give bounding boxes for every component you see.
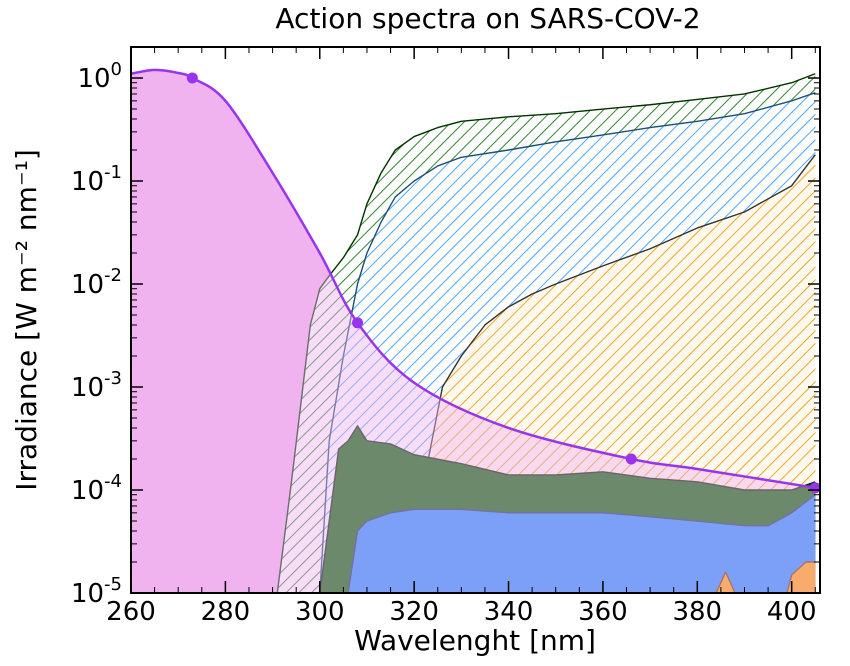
data-point-marker: [352, 317, 364, 329]
y-tick-label: 100: [77, 59, 122, 94]
y-axis-title: Irradiance [W m⁻² nm⁻¹]: [10, 149, 43, 491]
x-tick-label: 360: [578, 597, 628, 627]
y-tick-label: 10-3: [71, 368, 122, 403]
y-tick-label: 10-4: [71, 471, 122, 506]
x-tick-label: 300: [295, 597, 345, 627]
x-tick-label: 320: [389, 597, 439, 627]
series-edge-green-solid: [319, 425, 816, 593]
series-edge-orange-hatched: [418, 154, 816, 593]
series-area-blue-solid: [348, 494, 816, 593]
x-tick-label: 380: [672, 597, 722, 627]
plot-frame: [130, 46, 821, 594]
x-axis-title: Wavelenght [nm]: [354, 624, 596, 657]
data-point-marker: [625, 453, 637, 465]
chart-title: Action spectra on SARS-COV-2: [275, 2, 700, 35]
series-edge-orange-solid: [715, 561, 816, 593]
series-edge-blue-hatched: [319, 92, 816, 593]
x-tick-label: 400: [767, 597, 817, 627]
x-tick-label: 340: [484, 597, 534, 627]
y-tick-label: 10-5: [71, 574, 122, 609]
x-tick-label: 260: [106, 597, 156, 627]
series-area-orange-solid: [716, 561, 816, 593]
series-edge-blue-solid: [347, 494, 816, 593]
y-tick-label: 10-2: [71, 265, 122, 300]
y-tick-label: 10-1: [71, 162, 122, 197]
series-edge-green-hatched: [276, 73, 816, 593]
data-point-marker: [186, 72, 198, 84]
x-tick-label: 280: [201, 597, 251, 627]
